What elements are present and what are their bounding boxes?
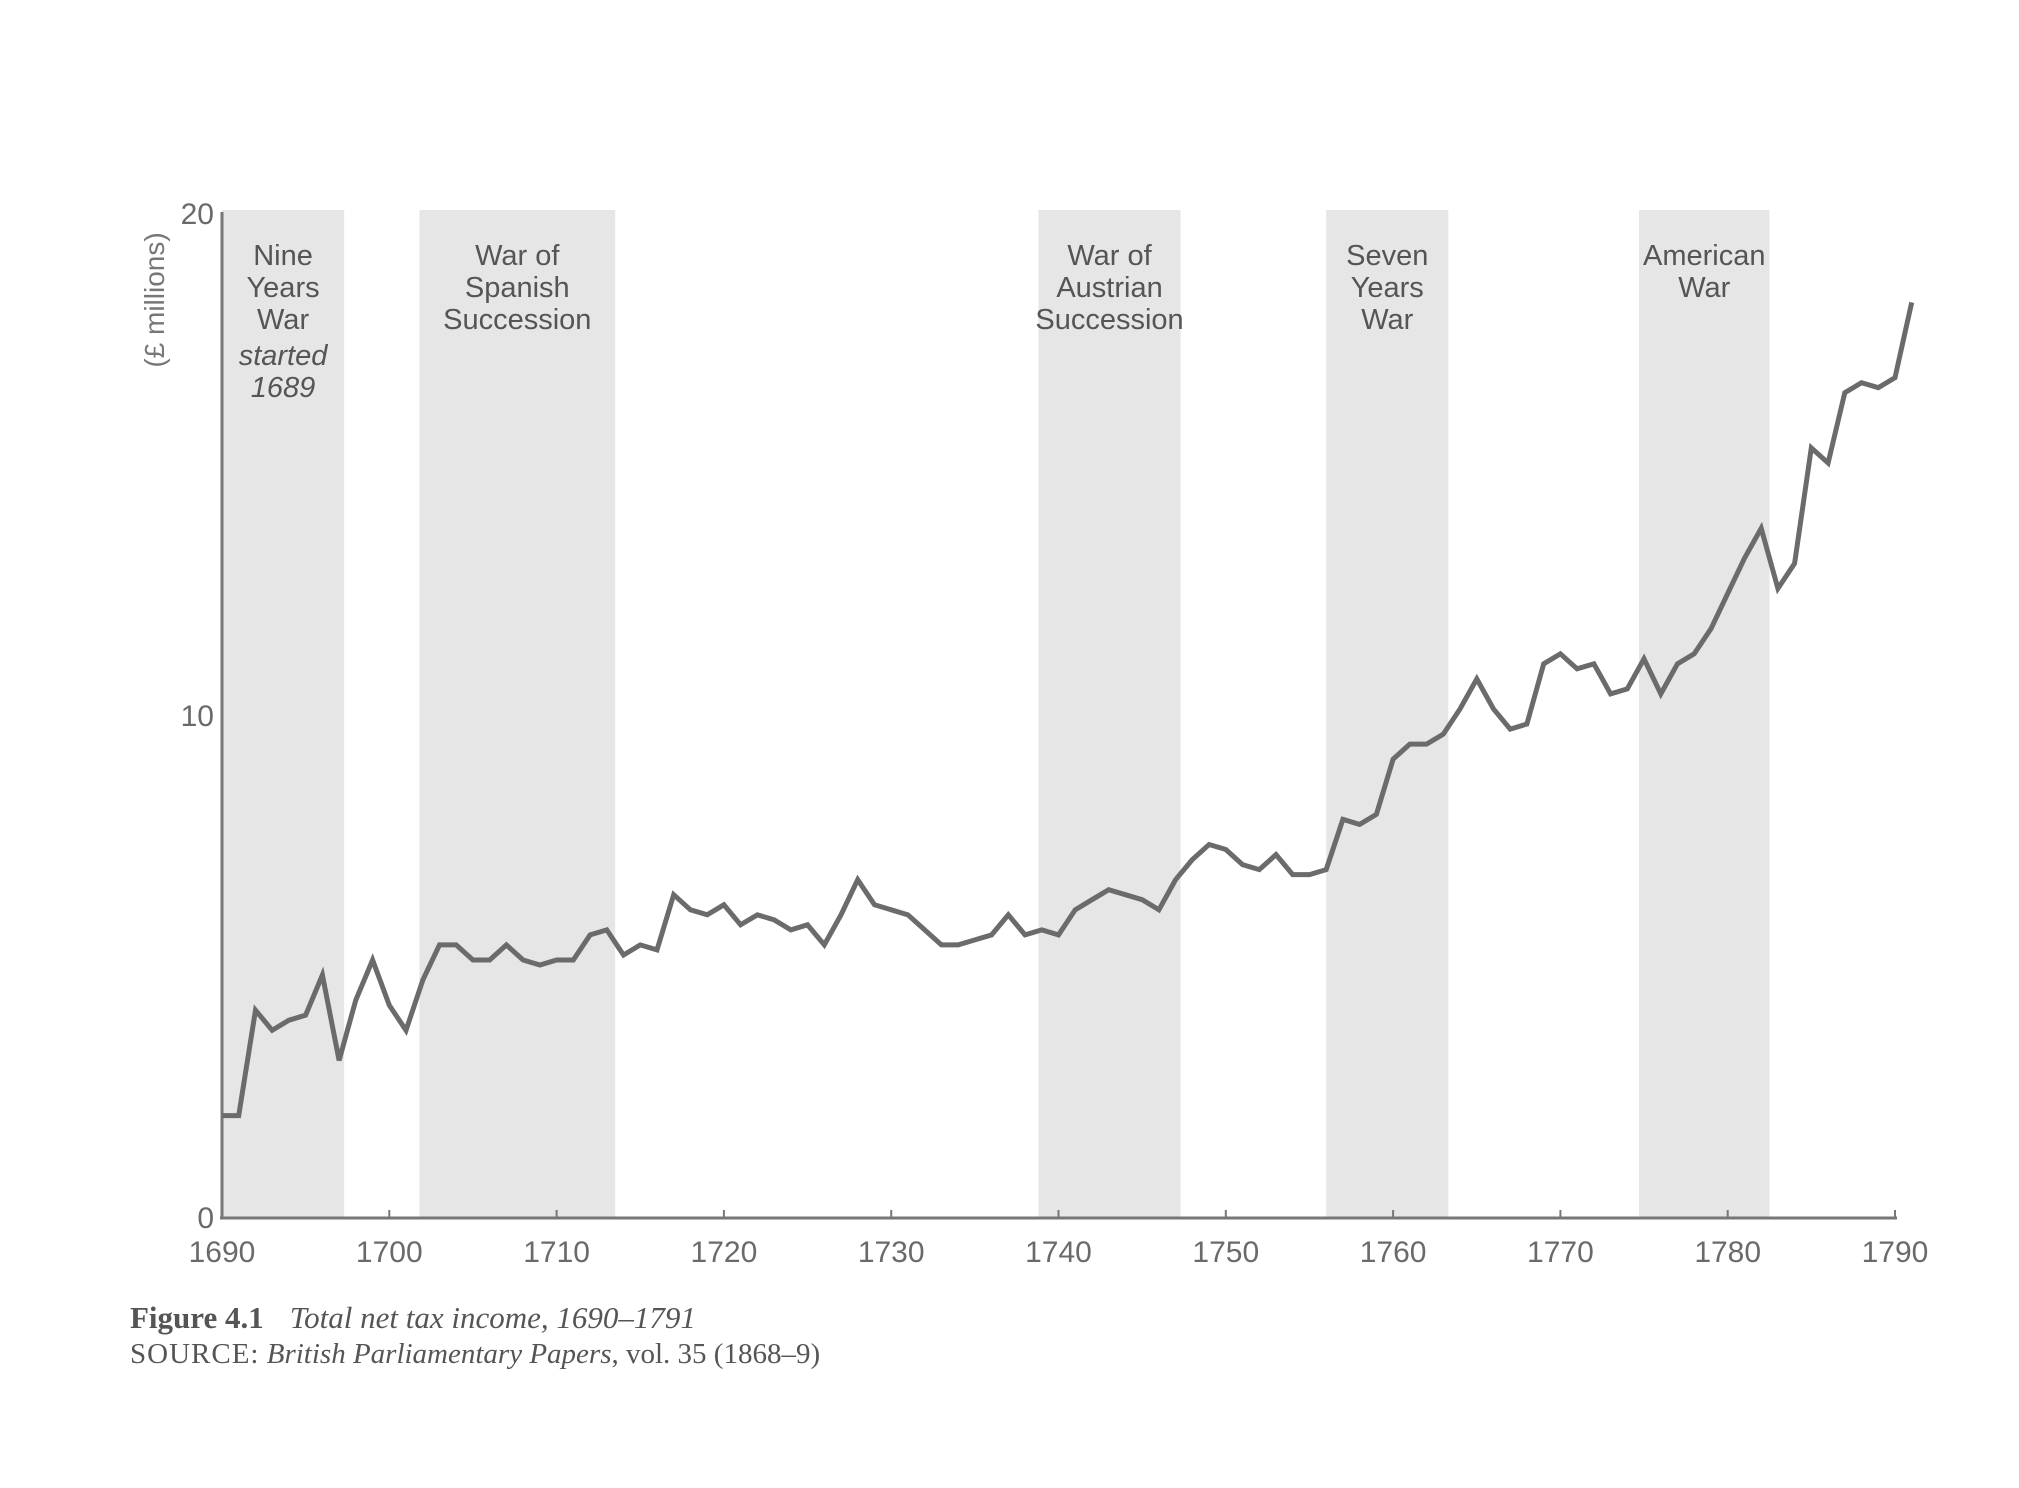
source-title: British Parliamentary Papers xyxy=(266,1338,612,1370)
war-label: Nine xyxy=(253,240,313,272)
war-label: Succession xyxy=(443,304,591,336)
war-label: War xyxy=(257,304,309,336)
x-tick-label: 1690 xyxy=(189,1236,256,1269)
figure-caption: Figure 4.1 Total net tax income, 1690–179… xyxy=(130,1300,820,1371)
war-label: War of xyxy=(1067,240,1152,272)
x-tick-label: 1730 xyxy=(858,1236,925,1269)
figure-label: Figure 4.1 xyxy=(130,1300,264,1335)
source-label: SOURCE: xyxy=(130,1338,260,1370)
war-label: Years xyxy=(247,272,320,304)
war-note: started xyxy=(239,340,329,372)
y-ticks-group: 0 10 20 xyxy=(181,198,214,1235)
war-label: American xyxy=(1643,240,1766,272)
x-tick-label: 1720 xyxy=(691,1236,758,1269)
tax-income-line xyxy=(222,301,1915,1119)
war-shade-band xyxy=(1639,210,1770,1218)
war-shade-band xyxy=(1038,210,1181,1218)
x-ticks-group: 1690 1700 1710 1720 1730 1740 1750 1760 1770 1780… xyxy=(189,1210,1929,1269)
war-label: War of xyxy=(475,240,560,272)
war-label: Austrian xyxy=(1056,272,1162,304)
x-tick-label: 1740 xyxy=(1025,1236,1092,1269)
figure-title: Total net tax income, 1690–1791 xyxy=(289,1300,696,1335)
x-tick-label: 1750 xyxy=(1192,1236,1259,1269)
x-tick-label: 1780 xyxy=(1694,1236,1761,1269)
war-label: Succession xyxy=(1035,304,1183,336)
war-label: War xyxy=(1678,272,1730,304)
y-tick-label: 20 xyxy=(181,198,214,231)
x-tick-label: 1770 xyxy=(1527,1236,1594,1269)
war-label: Spanish xyxy=(465,272,570,304)
war-label: War xyxy=(1361,304,1413,336)
x-tick-label: 1710 xyxy=(523,1236,590,1269)
war-label: Years xyxy=(1351,272,1424,304)
y-tick-label: 10 xyxy=(181,700,214,733)
war-shade-band xyxy=(222,210,345,1218)
x-tick-label: 1760 xyxy=(1360,1236,1427,1269)
source-details: , vol. 35 (1868–9) xyxy=(611,1338,821,1370)
war-shade-band xyxy=(1326,210,1449,1218)
x-tick-label: 1790 xyxy=(1862,1236,1929,1269)
war-label: Seven xyxy=(1346,240,1428,272)
y-axis-label: (£ millions) xyxy=(139,232,170,367)
y-tick-label: 0 xyxy=(197,1202,214,1235)
war-note: 1689 xyxy=(251,372,316,404)
war-shade-band xyxy=(419,210,616,1218)
war-shading-group xyxy=(222,210,1770,1218)
x-tick-label: 1700 xyxy=(356,1236,423,1269)
